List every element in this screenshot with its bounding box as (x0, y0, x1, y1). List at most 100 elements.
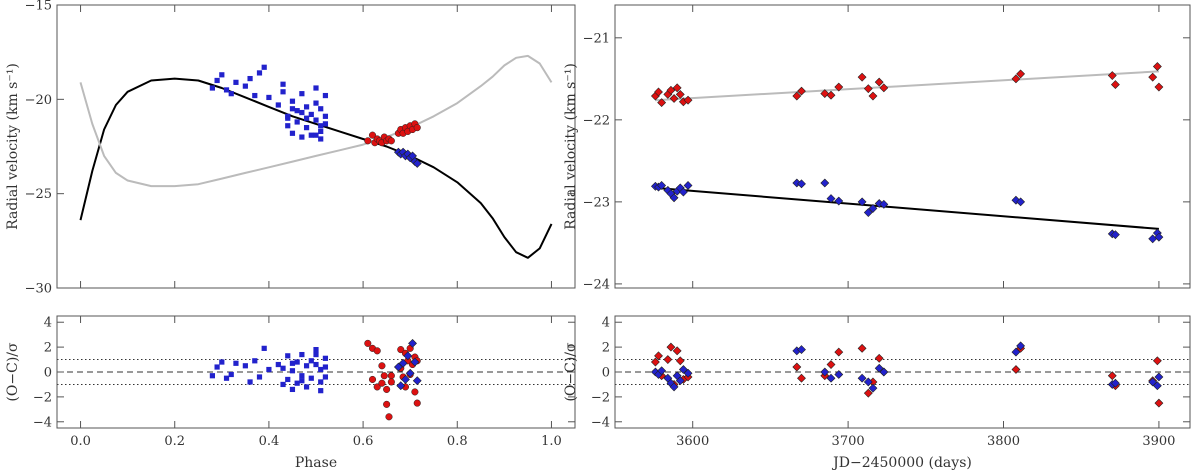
rv-phase-point (322, 121, 329, 127)
residuals-phase-point (368, 375, 377, 384)
residuals-time-point (879, 367, 889, 377)
rv-phase-y-tick-label: −15 (25, 0, 52, 14)
rv-phase-point (313, 100, 319, 106)
rv-phase-point (303, 125, 310, 131)
residuals-time-point (1152, 381, 1162, 391)
residuals-phase-point (219, 359, 225, 365)
rv-time-curve-secondary-trend (655, 70, 1159, 102)
rv-time-point (1110, 80, 1120, 89)
rv-phase-point (228, 91, 234, 97)
residuals-phase-point (383, 400, 391, 408)
rv-phase-curve-secondary-model (79, 54, 553, 188)
rv-time-y-tick-label: −24 (583, 277, 610, 292)
rv-time-curve-primary-trend (655, 186, 1159, 230)
rv-phase-point (308, 132, 314, 138)
residuals-phase-x-tick-label: 0.4 (259, 434, 280, 449)
residuals-phase-point (364, 339, 372, 347)
residuals-time-point (857, 373, 867, 383)
rv-phase-point (219, 72, 225, 78)
residuals-time-point (1110, 378, 1120, 388)
rv-phase-point (214, 77, 220, 84)
rv-phase-point (318, 106, 324, 112)
rv-time-point (857, 197, 867, 207)
rv-phase-point (313, 117, 319, 123)
residuals-time-point (1152, 356, 1162, 366)
residuals-phase-point (393, 362, 403, 372)
rv-time-point (834, 196, 844, 206)
rv-time-y-tick-label: −23 (583, 195, 610, 210)
residuals-time-point (868, 383, 878, 393)
rv-phase-point (318, 128, 324, 135)
residuals-time-x-tick-label: 3700 (832, 434, 865, 449)
rv-time-point (672, 83, 682, 93)
residuals-time-point (1154, 398, 1164, 408)
residuals-phase-x-tick-label: 1.0 (541, 434, 562, 449)
rv-phase-point (289, 130, 296, 136)
residuals-phase-point (322, 364, 329, 370)
residuals-phase-point (373, 383, 381, 391)
rv-phase-plot-frame (56, 4, 576, 289)
residuals-phase-point (313, 351, 319, 358)
residuals-time-plot-frame (614, 315, 1191, 429)
rv-time-point (797, 179, 806, 189)
residuals-time-point (863, 388, 873, 398)
residuals-time-point (863, 377, 873, 387)
rv-time-point (654, 87, 663, 97)
rv-phase-point (368, 131, 377, 139)
rv-time-point (1148, 72, 1158, 82)
residuals-phase-point (252, 358, 258, 364)
residuals-phase-point (411, 388, 419, 396)
residuals-time-point (792, 362, 802, 372)
rv-time-y-tick-label: −22 (583, 113, 610, 128)
rv-time-point (1154, 232, 1164, 242)
rv-time-point (792, 91, 802, 101)
residuals-time-y-tick-label: 0 (602, 366, 610, 381)
rv-phase-panel: −30 −25 −20 −15 Radial velocity (km s⁻¹) (5, 0, 576, 297)
residuals-time-point (857, 343, 867, 353)
rv-time-point (834, 82, 844, 92)
rv-phase-point (387, 137, 395, 145)
residuals-phase-point (398, 358, 408, 368)
residuals-phase-point (228, 371, 234, 378)
rv-time-point (1016, 197, 1026, 207)
residuals-phase-point (299, 351, 305, 358)
residuals-phase-point (322, 355, 329, 361)
residuals-time-y-tick-label: 2 (602, 341, 610, 356)
rv-phase-point (299, 109, 305, 116)
residuals-phase-point (397, 346, 405, 354)
rv-time-y-tick-label: −21 (583, 31, 610, 46)
rv-phase-point (313, 85, 319, 91)
residuals-phase-point (313, 347, 319, 353)
rv-time-point (1107, 71, 1117, 80)
residuals-time-point (666, 342, 676, 352)
rv-phase-point (242, 83, 248, 89)
residuals-phase-point (378, 362, 386, 370)
residuals-phase-point (373, 347, 381, 355)
rv-time-point (657, 98, 667, 108)
residuals-phase-point (280, 381, 286, 388)
residuals-time-point (1107, 371, 1117, 381)
rv-phase-point (303, 104, 310, 110)
residuals-time-y-tick-label: −2 (591, 390, 610, 405)
residuals-phase-point (387, 372, 395, 380)
residuals-phase-point (387, 378, 395, 386)
residuals-time-point (683, 368, 693, 378)
residuals-time-point (834, 347, 844, 357)
rv-phase-point (318, 136, 324, 142)
rv-time-point (683, 181, 693, 190)
rv-phase-y-axis-label: Radial velocity (km s⁻¹) (5, 63, 21, 230)
residuals-time-point (669, 382, 679, 392)
rv-time-point (868, 91, 878, 101)
rv-phase-point (322, 113, 329, 119)
rv-time-point (868, 204, 878, 213)
residuals-phase-point (303, 363, 310, 369)
residuals-phase-y-tick-label: 4 (44, 316, 52, 331)
rv-phase-point (294, 119, 300, 125)
residuals-phase-point (383, 385, 391, 393)
residuals-time-point (1016, 341, 1026, 351)
residuals-phase-x-tick-label: 0.6 (353, 434, 374, 449)
rv-time-point (874, 77, 884, 87)
residuals-phase-point (294, 359, 300, 365)
residuals-phase-point (401, 375, 410, 384)
